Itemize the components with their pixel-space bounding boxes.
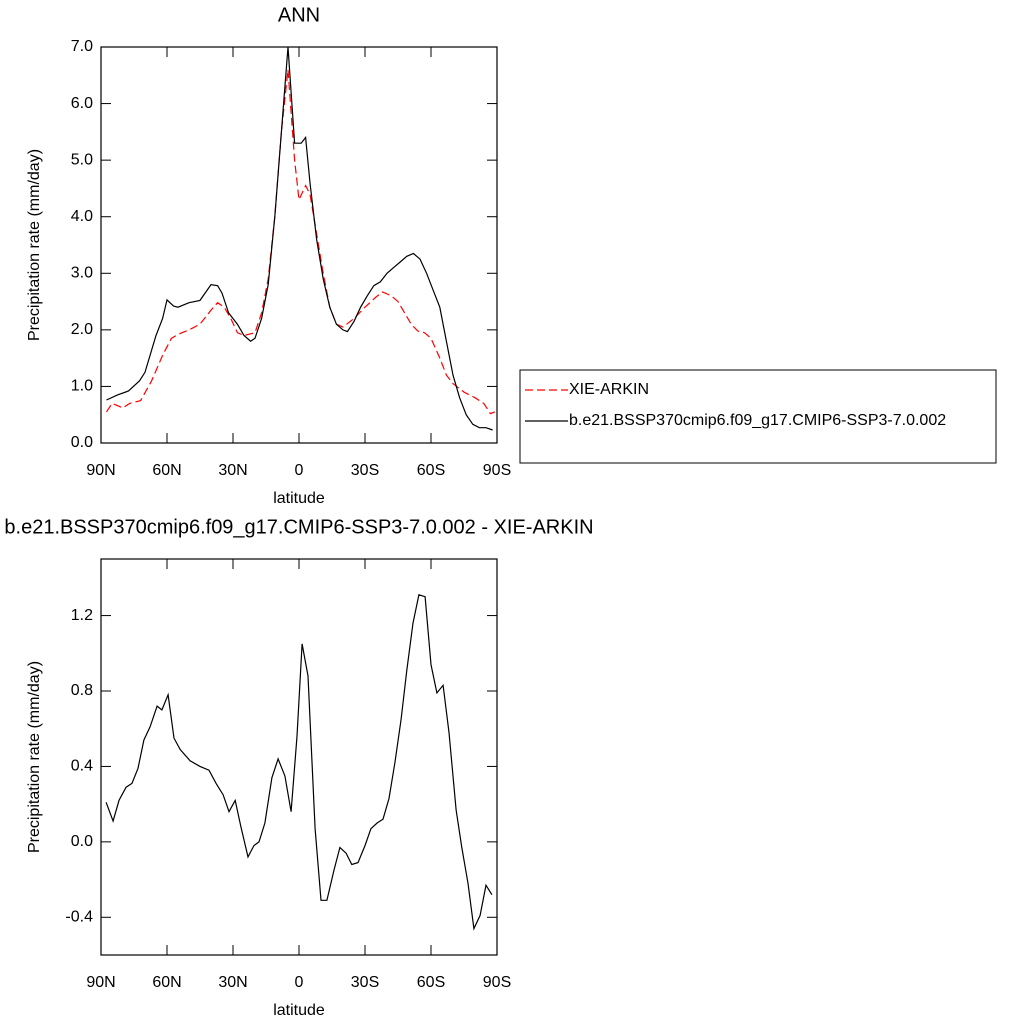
x-tick-label: 60N: [152, 974, 181, 991]
y-axis-label: Precipitation rate (mm/day): [26, 149, 43, 341]
y-tick-label: 0.0: [71, 434, 93, 451]
plot-lines: [105, 594, 493, 931]
x-tick-label: 0: [295, 974, 304, 991]
legend-label: XIE-ARKIN: [569, 381, 649, 398]
y-tick-label: 2.0: [71, 321, 93, 338]
x-tick-label: 30N: [218, 974, 247, 991]
x-tick-label: 30N: [218, 462, 247, 479]
y-tick-label: 0.4: [71, 758, 93, 775]
data-line: [105, 594, 493, 931]
y-tick-label: 0.0: [71, 833, 93, 850]
y-tick-label: 0.8: [71, 682, 93, 699]
x-tick-label: 90N: [86, 462, 115, 479]
y-tick-label: 6.0: [71, 95, 93, 112]
y-tick-label: -0.4: [65, 909, 93, 926]
x-axis-label: latitude: [273, 1002, 325, 1019]
x-tick-label: 60S: [417, 462, 445, 479]
y-tick-label: 7.0: [71, 38, 93, 55]
data-line: [105, 69, 496, 415]
x-axis-label: latitude: [273, 490, 325, 507]
data-line: [106, 46, 493, 431]
legend-box: [519, 369, 997, 464]
y-tick-label: 3.0: [71, 265, 93, 282]
plot-frame: [100, 558, 498, 956]
x-tick-label: 60S: [417, 974, 445, 991]
x-tick-label: 30S: [351, 462, 379, 479]
legend: XIE-ARKIN b.e21.BSSP370cmip6.f09_g17.CMIP…: [519, 369, 997, 464]
chart-title: b.e21.BSSP370cmip6.f09_g17.CMIP6-SSP3-7.…: [4, 516, 593, 538]
y-tick-label: 4.0: [71, 208, 93, 225]
x-tick-label: 60N: [152, 462, 181, 479]
x-tick-label: 90N: [86, 974, 115, 991]
chart-title: ANN: [278, 4, 320, 26]
y-tick-label: 5.0: [71, 151, 93, 168]
x-tick-label: 30S: [351, 974, 379, 991]
x-tick-label: 90S: [483, 462, 511, 479]
plot-frame: [100, 46, 498, 444]
x-tick-label: 90S: [483, 974, 511, 991]
plot-lines: [105, 46, 496, 431]
legend-label: b.e21.BSSP370cmip6.f09_g17.CMIP6-SSP3-7.…: [569, 412, 946, 429]
y-tick-label: 1.0: [71, 378, 93, 395]
y-tick-label: 1.2: [71, 607, 93, 624]
x-tick-label: 0: [295, 462, 304, 479]
y-axis-label: Precipitation rate (mm/day): [26, 661, 43, 853]
